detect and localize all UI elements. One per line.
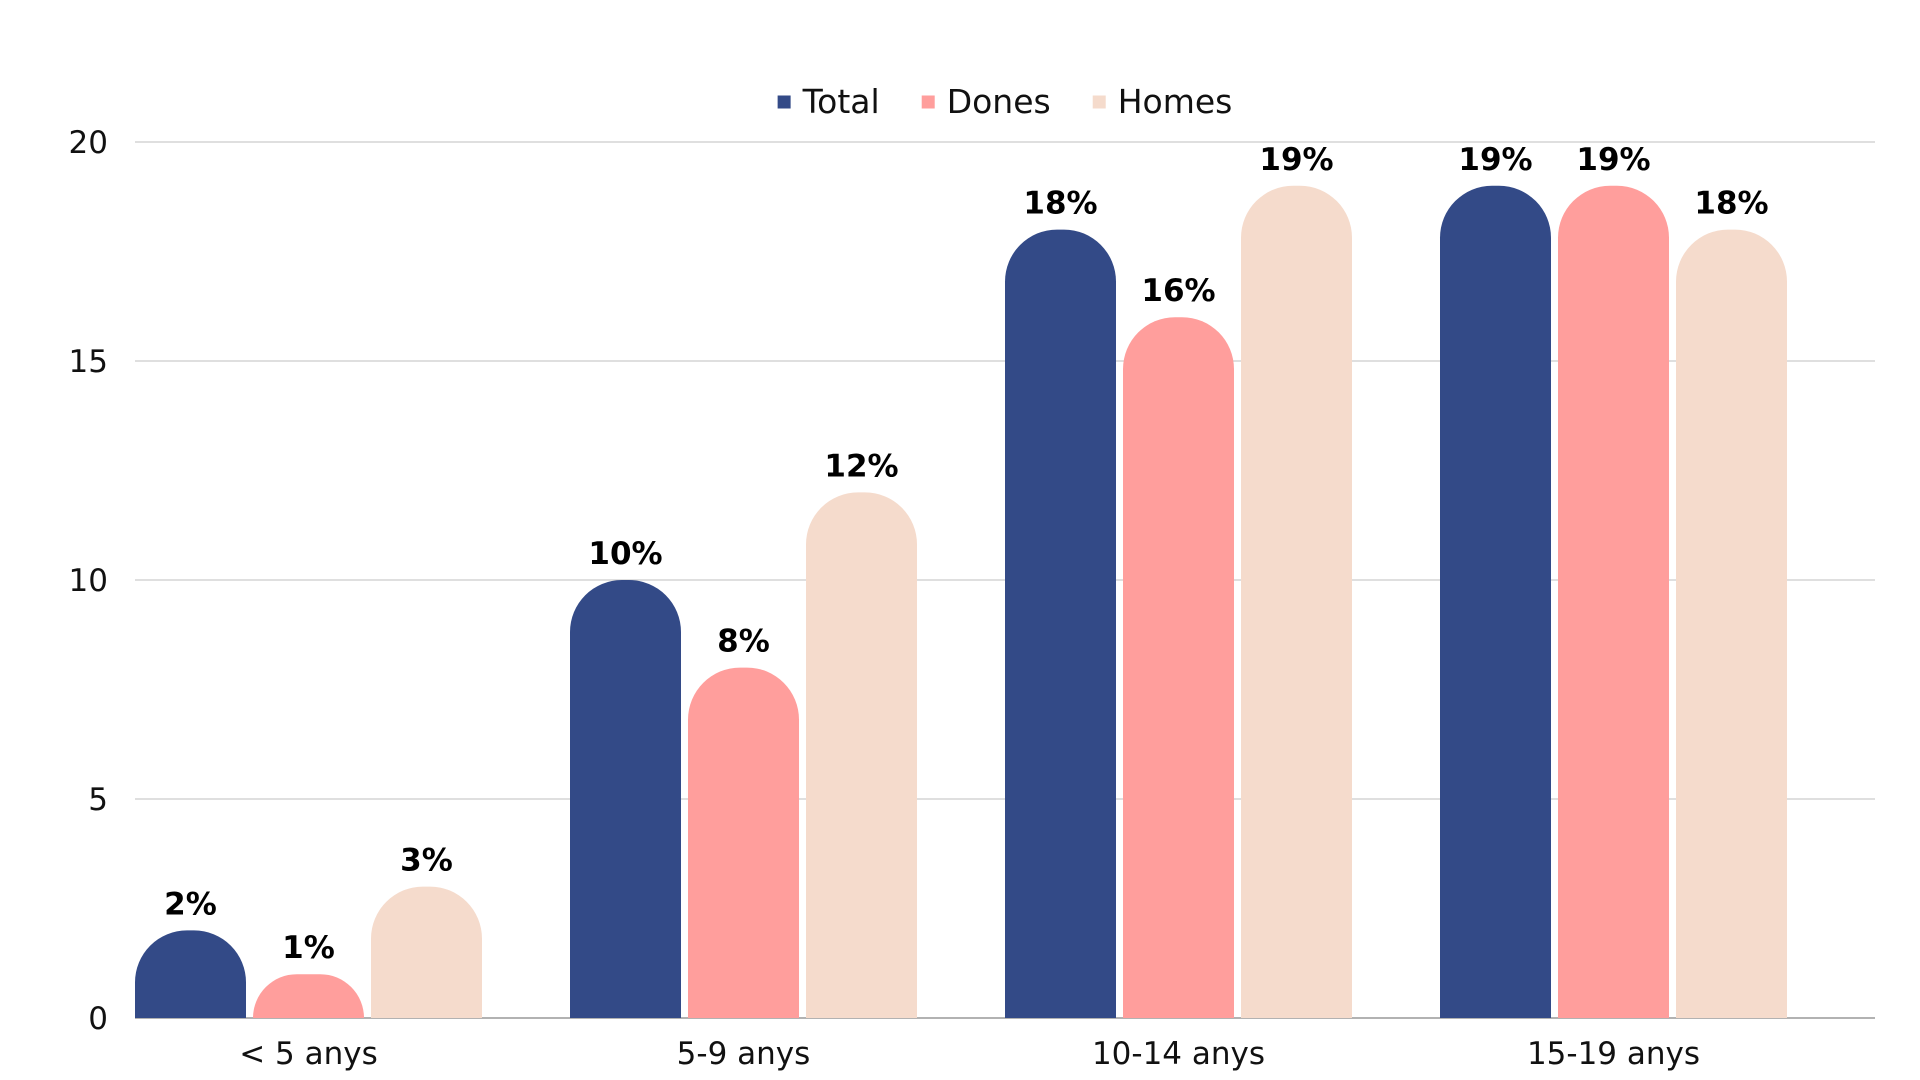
legend: Total Dones Homes — [777, 82, 1233, 121]
y-tick-label: 10 — [69, 563, 108, 599]
bar-dones-2 — [1123, 317, 1234, 1018]
legend-item-dones: Dones — [921, 82, 1051, 121]
bar-total-3 — [1440, 185, 1551, 1019]
bar-total-1 — [570, 580, 681, 1018]
y-tick-label: 5 — [88, 782, 108, 818]
bar-homes-2 — [1241, 185, 1352, 1019]
bar-homes-0 — [371, 886, 482, 1018]
data-label: 19% — [1259, 142, 1333, 178]
bar-total-0 — [135, 930, 246, 1018]
legend-swatch — [777, 95, 791, 109]
data-label: 2% — [164, 886, 217, 922]
y-tick-label: 0 — [88, 1001, 108, 1037]
bar-homes-1 — [806, 492, 917, 1018]
data-label: 16% — [1141, 273, 1215, 309]
legend-label: Total — [802, 82, 880, 121]
data-label: 8% — [717, 624, 770, 660]
bar-dones-1 — [688, 667, 799, 1018]
data-labels: 2% 1% 3% 10% 8% 12% 18% 16% 19% 19% 19% 18% — [164, 142, 1768, 966]
data-label: 18% — [1023, 186, 1097, 222]
y-axis: 0 5 10 15 20 — [69, 125, 108, 1037]
bar-total-2 — [1005, 229, 1116, 1019]
bar-dones-0 — [253, 974, 364, 1018]
legend-item-total: Total — [777, 82, 880, 121]
x-tick-label: 15-19 anys — [1527, 1036, 1700, 1072]
legend-swatch — [921, 95, 935, 109]
data-label: 19% — [1458, 142, 1532, 178]
data-label: 1% — [282, 930, 335, 966]
y-tick-label: 20 — [69, 125, 108, 161]
legend-item-homes: Homes — [1092, 82, 1233, 121]
data-label: 19% — [1576, 142, 1650, 178]
data-label: 18% — [1694, 186, 1768, 222]
legend-label: Homes — [1118, 82, 1233, 121]
legend-swatch — [1092, 95, 1106, 109]
bar-dones-3 — [1558, 185, 1669, 1019]
data-label: 3% — [400, 843, 453, 879]
x-tick-label: < 5 anys — [239, 1036, 378, 1072]
bar-homes-3 — [1676, 229, 1787, 1019]
x-tick-label: 5-9 anys — [677, 1036, 811, 1072]
data-label: 12% — [824, 448, 898, 484]
data-label: 10% — [588, 536, 662, 572]
y-tick-label: 15 — [69, 344, 108, 380]
x-axis: < 5 anys 5-9 anys 10-14 anys 15-19 anys — [239, 1036, 1700, 1072]
bars-group — [135, 185, 1787, 1019]
legend-label: Dones — [947, 82, 1051, 121]
x-tick-label: 10-14 anys — [1092, 1036, 1265, 1072]
